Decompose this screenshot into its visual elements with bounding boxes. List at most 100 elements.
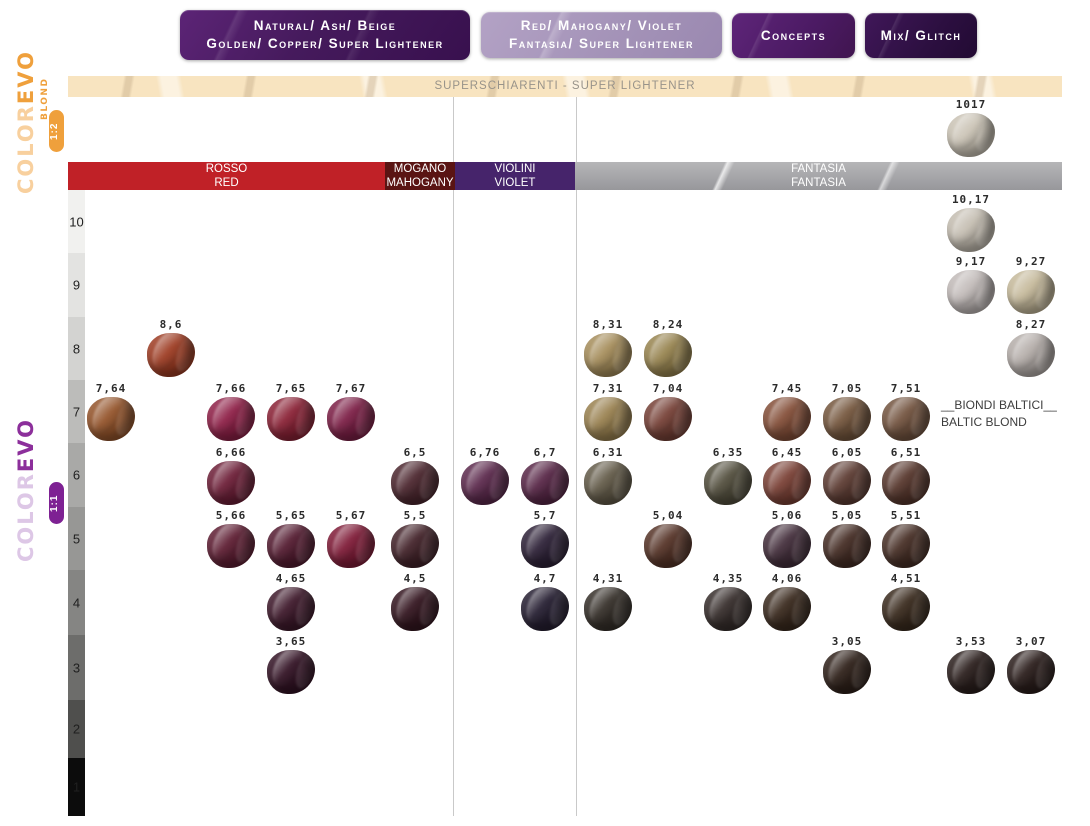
swatch-color-blob[interactable] <box>947 113 995 157</box>
swatch-code-label: 3,53 <box>955 635 987 648</box>
level-band-8: 8 <box>68 317 85 380</box>
swatch-code-label: 6,45 <box>771 446 803 459</box>
swatch-color-blob[interactable] <box>584 333 632 377</box>
swatch-color-blob[interactable] <box>704 587 752 631</box>
shade-swatch-4-7: 4,7 <box>515 572 575 631</box>
shade-swatch-6-7: 6,7 <box>515 446 575 505</box>
shade-swatch-4-35: 4,35 <box>698 572 758 631</box>
swatch-color-blob[interactable] <box>823 650 871 694</box>
shade-swatch-8-24: 8,24 <box>638 318 698 377</box>
swatch-color-blob[interactable] <box>644 397 692 441</box>
swatch-code-label: 5,05 <box>831 509 863 522</box>
level-band-1: 1 <box>68 758 85 816</box>
shade-swatch-6-76: 6,76 <box>455 446 515 505</box>
swatch-color-blob[interactable] <box>391 587 439 631</box>
swatch-color-blob[interactable] <box>521 461 569 505</box>
swatch-color-blob[interactable] <box>763 524 811 568</box>
swatch-color-blob[interactable] <box>882 524 930 568</box>
shade-swatch-8-31: 8,31 <box>578 318 638 377</box>
shade-swatch-5-51: 5,51 <box>876 509 936 568</box>
swatch-color-blob[interactable] <box>267 650 315 694</box>
swatch-code-label: 5,67 <box>335 509 367 522</box>
tab-mix-glitch[interactable]: Mix/ Glitch <box>865 13 977 58</box>
tab-concepts[interactable]: Concepts <box>732 13 855 58</box>
swatch-color-blob[interactable] <box>207 461 255 505</box>
swatch-color-blob[interactable] <box>391 461 439 505</box>
swatch-color-blob[interactable] <box>521 524 569 568</box>
column-separator-line <box>453 97 454 816</box>
swatch-color-blob[interactable] <box>267 587 315 631</box>
swatch-color-blob[interactable] <box>763 397 811 441</box>
level-number: 8 <box>72 341 81 356</box>
swatch-color-blob[interactable] <box>882 461 930 505</box>
swatch-color-blob[interactable] <box>267 397 315 441</box>
swatch-color-blob[interactable] <box>1007 333 1055 377</box>
swatch-color-blob[interactable] <box>704 461 752 505</box>
swatch-color-blob[interactable] <box>327 524 375 568</box>
swatch-color-blob[interactable] <box>1007 270 1055 314</box>
swatch-code-label: 7,66 <box>215 382 247 395</box>
shade-swatch-5-7: 5,7 <box>515 509 575 568</box>
swatch-color-blob[interactable] <box>461 461 509 505</box>
level-band-9: 9 <box>68 253 85 317</box>
swatch-code-label: 6,51 <box>890 446 922 459</box>
swatch-color-blob[interactable] <box>391 524 439 568</box>
shade-swatch-7-67: 7,67 <box>321 382 381 441</box>
swatch-color-blob[interactable] <box>147 333 195 377</box>
swatch-code-label: 8,24 <box>652 318 684 331</box>
shade-swatch-3-53: 3,53 <box>941 635 1001 694</box>
swatch-code-label: 4,06 <box>771 572 803 585</box>
swatch-color-blob[interactable] <box>882 587 930 631</box>
section-label-italian: MOGANO <box>393 163 447 175</box>
swatch-color-blob[interactable] <box>947 270 995 314</box>
swatch-color-blob[interactable] <box>1007 650 1055 694</box>
swatch-color-blob[interactable] <box>267 524 315 568</box>
tab-label: Natural/ Ash/ Beige <box>253 18 397 33</box>
swatch-color-blob[interactable] <box>327 397 375 441</box>
swatch-color-blob[interactable] <box>207 524 255 568</box>
section-label-english: RED <box>214 177 239 189</box>
swatch-color-blob[interactable] <box>521 587 569 631</box>
level-band-10: 10 <box>68 190 85 253</box>
baltic-blond-annotation: __BIONDI BALTICI__ BALTIC BLOND <box>941 397 1081 431</box>
swatch-color-blob[interactable] <box>584 587 632 631</box>
shade-swatch-6-35: 6,35 <box>698 446 758 505</box>
swatch-color-blob[interactable] <box>763 587 811 631</box>
logo-blond-text: BLOND <box>40 77 50 120</box>
tab-label: Golden/ Copper/ Super Lightener <box>206 36 444 51</box>
level-number: 1 <box>72 779 81 795</box>
swatch-color-blob[interactable] <box>644 524 692 568</box>
swatch-color-blob[interactable] <box>823 461 871 505</box>
shade-swatch-5-65: 5,65 <box>261 509 321 568</box>
shade-swatch-4-5: 4,5 <box>385 572 445 631</box>
shade-swatch-5-06: 5,06 <box>757 509 817 568</box>
swatch-color-blob[interactable] <box>823 397 871 441</box>
section-label-english: VIOLET <box>494 177 536 189</box>
level-band-7: 7 <box>68 380 85 443</box>
banner-label: SUPERSCHIARENTI - SUPER LIGHTENER <box>434 80 696 92</box>
shade-swatch-5-05: 5,05 <box>817 509 877 568</box>
swatch-color-blob[interactable] <box>882 397 930 441</box>
swatch-color-blob[interactable] <box>823 524 871 568</box>
swatch-color-blob[interactable] <box>763 461 811 505</box>
swatch-color-blob[interactable] <box>584 397 632 441</box>
swatch-color-blob[interactable] <box>947 208 995 252</box>
swatch-code-label: 10,17 <box>951 193 991 206</box>
swatch-color-blob[interactable] <box>947 650 995 694</box>
tab-label: Red/ Mahogany/ Violet <box>520 18 683 33</box>
swatch-code-label: 6,31 <box>592 446 624 459</box>
swatch-color-blob[interactable] <box>644 333 692 377</box>
swatch-code-label: 4,7 <box>533 572 557 585</box>
swatch-color-blob[interactable] <box>584 461 632 505</box>
section-label-english: MAHOGANY <box>386 177 454 189</box>
shade-swatch-7-66: 7,66 <box>201 382 261 441</box>
tab-red-mahogany-violet-fantasia-super-lightener[interactable]: Red/ Mahogany/ Violet Fantasia/ Super Lig… <box>481 12 722 58</box>
level-number: 10 <box>69 214 84 229</box>
colorevo-logo: COLOREVO <box>14 418 38 562</box>
swatch-color-blob[interactable] <box>207 397 255 441</box>
shade-swatch-6-51: 6,51 <box>876 446 936 505</box>
tab-natural-ash-beige-golden-copper-super-lightener[interactable]: Natural/ Ash/ Beige Golden/ Copper/ Super… <box>180 10 470 60</box>
shade-swatch-8-27: 8,27 <box>1001 318 1061 377</box>
swatch-color-blob[interactable] <box>87 397 135 441</box>
swatch-code-label: 5,04 <box>652 509 684 522</box>
